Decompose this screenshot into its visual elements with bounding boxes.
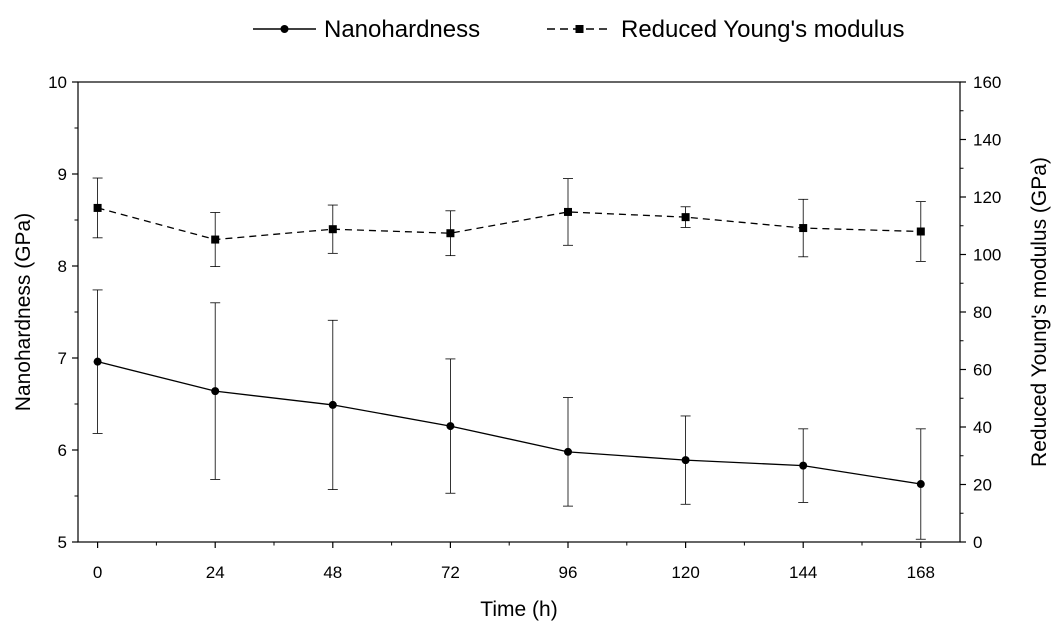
x-axis-title: Time (h) bbox=[480, 598, 557, 621]
data-point bbox=[799, 461, 808, 470]
y-right-tick-label: 160 bbox=[973, 73, 1001, 92]
y-left-tick-label: 8 bbox=[58, 257, 67, 276]
data-point bbox=[916, 227, 925, 236]
data-point bbox=[328, 400, 337, 409]
series-nanohardness bbox=[92, 289, 926, 540]
legend-label-reduced-youngs-modulus: Reduced Young's modulus bbox=[621, 16, 904, 43]
y-left-tick-label: 7 bbox=[58, 349, 67, 368]
data-point bbox=[799, 224, 808, 233]
x-tick-label: 96 bbox=[559, 563, 578, 582]
data-point bbox=[211, 235, 220, 244]
data-point bbox=[446, 229, 455, 238]
x-tick-label: 72 bbox=[441, 563, 460, 582]
data-point bbox=[564, 207, 572, 216]
series-reduced-youngs-modulus bbox=[92, 177, 926, 267]
y-right-tick-label: 80 bbox=[973, 303, 992, 322]
data-point bbox=[564, 447, 572, 456]
x-axis: 0 24 48 72 96 120 144 168 bbox=[93, 542, 935, 582]
series-line bbox=[97, 207, 921, 241]
y-right-tick-label: 0 bbox=[973, 533, 982, 552]
legend: Nanohardness Reduced Young's modulus bbox=[253, 16, 904, 43]
y-left-tick-label: 9 bbox=[58, 165, 67, 184]
x-tick-label: 144 bbox=[789, 563, 817, 582]
data-point bbox=[916, 480, 925, 489]
y-axis-left: 5 6 7 8 9 10 bbox=[48, 73, 78, 552]
series-layer bbox=[92, 177, 926, 540]
legend-label-nanohardness: Nanohardness bbox=[324, 16, 480, 43]
y-axis-left-title: Nanohardness (GPa) bbox=[12, 213, 35, 411]
x-tick-label: 0 bbox=[93, 563, 102, 582]
data-point bbox=[681, 456, 690, 465]
x-tick-label: 168 bbox=[907, 563, 935, 582]
y-left-tick-label: 5 bbox=[58, 533, 67, 552]
y-left-tick-label: 10 bbox=[48, 73, 67, 92]
y-right-tick-label: 60 bbox=[973, 361, 992, 380]
y-right-tick-label: 20 bbox=[973, 476, 992, 495]
y-right-tick-label: 100 bbox=[973, 246, 1001, 265]
y-axis-right: 0 20 40 60 80 100 120 140 160 bbox=[960, 73, 1001, 552]
legend-item-reduced-youngs-modulus: Reduced Young's modulus bbox=[547, 16, 904, 43]
y-axis-right-title: Reduced Young's modulus (GPa) bbox=[1028, 157, 1051, 467]
data-point bbox=[211, 387, 220, 396]
data-point bbox=[93, 357, 102, 366]
y-right-tick-label: 120 bbox=[973, 188, 1001, 207]
y-left-tick-label: 6 bbox=[58, 441, 67, 460]
x-tick-label: 48 bbox=[323, 563, 342, 582]
y-right-tick-label: 140 bbox=[973, 131, 1001, 150]
y-right-tick-label: 40 bbox=[973, 418, 992, 437]
data-point bbox=[446, 422, 455, 431]
series-line bbox=[97, 361, 921, 485]
data-point bbox=[681, 213, 690, 222]
plot-frame bbox=[77, 81, 961, 543]
x-tick-label: 120 bbox=[671, 563, 699, 582]
legend-item-nanohardness: Nanohardness bbox=[253, 16, 480, 43]
data-point bbox=[93, 203, 102, 212]
data-point bbox=[328, 225, 337, 234]
x-tick-label: 24 bbox=[206, 563, 225, 582]
